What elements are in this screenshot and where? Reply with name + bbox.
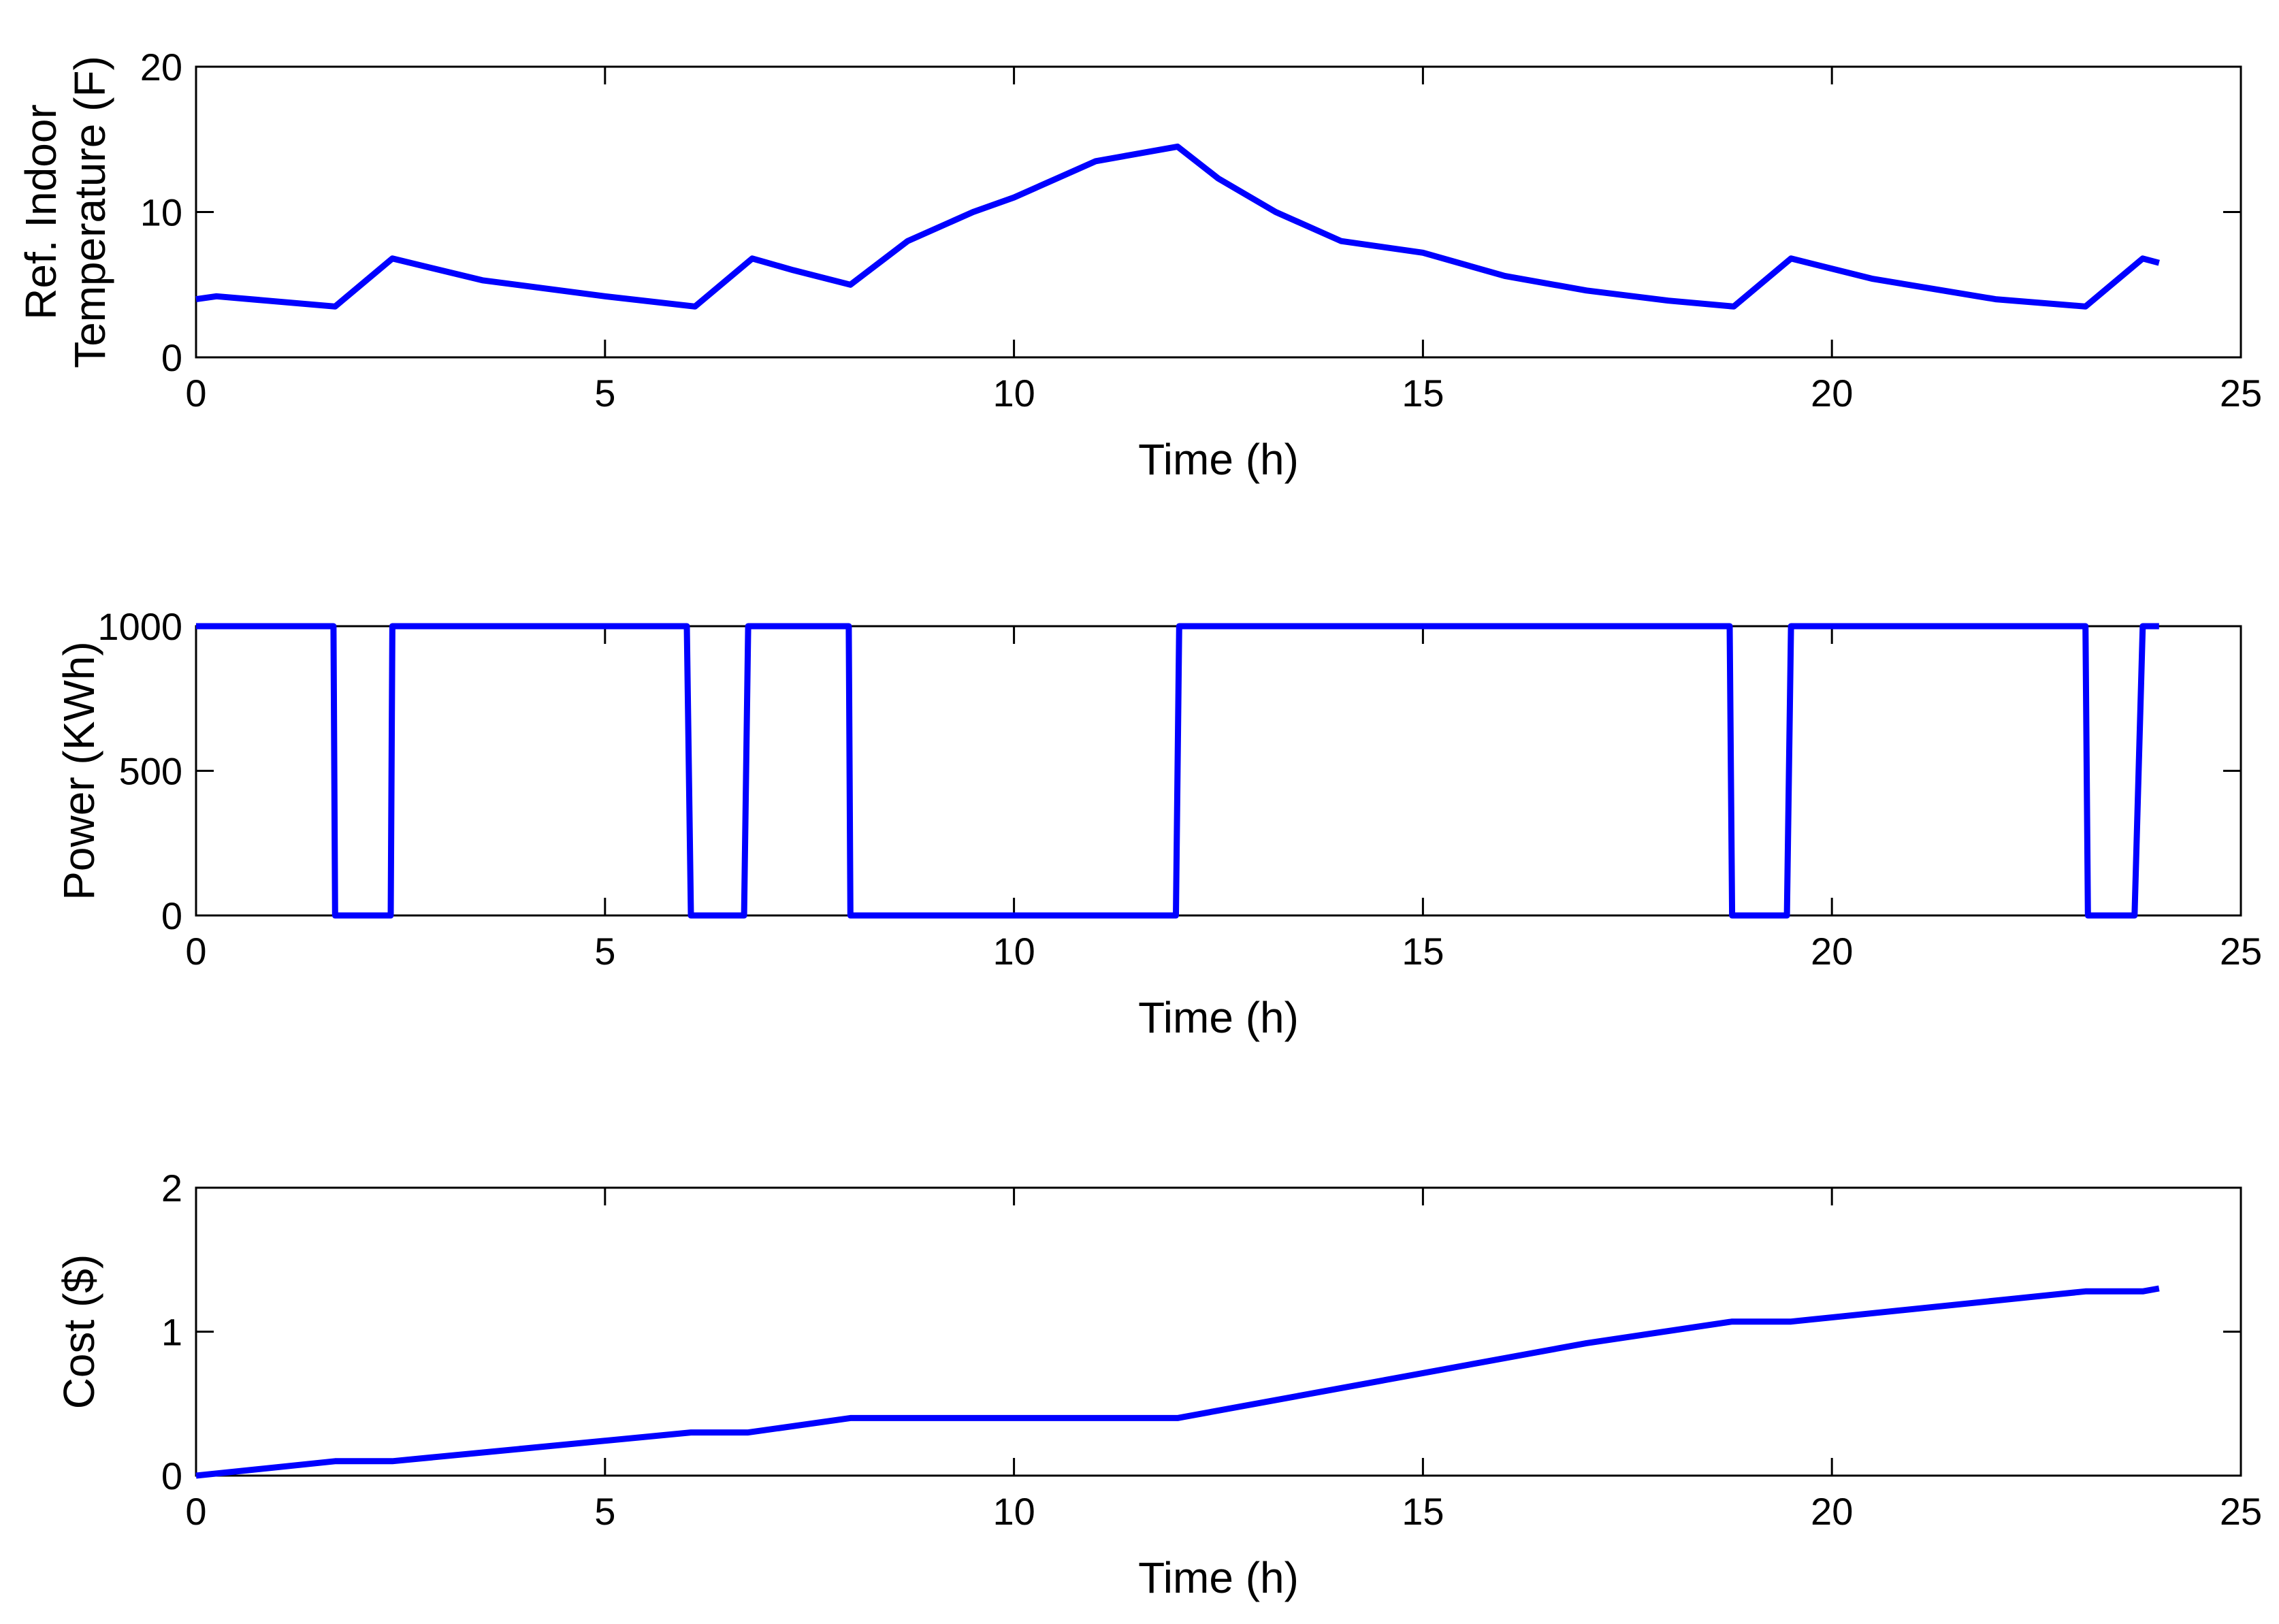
temperature-panel: 0 5 10 15 20 25 0 10 20 Time (h) Ref. Indoor Temper…: [16, 46, 2262, 484]
cost-xtick-label-3: 15: [1402, 1490, 1444, 1533]
power-ylabel-line-0: Power (KWh): [54, 641, 103, 900]
temperature-xtick-label-1: 5: [594, 372, 615, 415]
cost-xtick-label-5: 25: [2220, 1490, 2262, 1533]
power-xtick-label-1: 5: [594, 930, 615, 973]
temperature-series-line-0: [195, 143, 2160, 310]
cost-ytick-label-0: 0: [161, 1455, 182, 1497]
cost-ytick-label-1: 1: [161, 1311, 182, 1354]
power-series-line-0: [196, 623, 2159, 919]
power-ytick-label-0: 0: [161, 894, 182, 937]
cost-axes-box: [195, 1186, 2242, 1477]
power-xtick-label-4: 20: [1811, 930, 1853, 973]
temperature-axes-box: [195, 65, 2242, 359]
power-xtick-label-2: 10: [992, 930, 1035, 973]
power-xtick-label-3: 15: [1402, 930, 1444, 973]
cost-series-line-0: [195, 1285, 2160, 1479]
power-panel: 0 5 10 15 20 25 0 500 1000 Time (h) Power (KWh): [54, 605, 2262, 1042]
cost-ytick-label-2: 2: [161, 1167, 182, 1209]
temperature-xtick-label-3: 15: [1402, 372, 1444, 415]
power-xtick-label-5: 25: [2220, 930, 2262, 973]
power-axes-box: [195, 625, 2242, 917]
temperature-ylabel-line-0: Ref. Indoor: [16, 104, 65, 320]
temperature-xtick-label-5: 25: [2220, 372, 2262, 415]
cost-xlabel: Time (h): [1138, 1553, 1299, 1602]
power-xlabel: Time (h): [1138, 993, 1299, 1042]
cost-ylabel-line-0: Cost ($): [54, 1254, 103, 1410]
cost-xtick-label-1: 5: [594, 1490, 615, 1533]
temperature-xlabel: Time (h): [1138, 435, 1299, 484]
temperature-xtick-label-2: 10: [992, 372, 1035, 415]
temperature-ytick-label-2: 20: [140, 46, 182, 88]
temperature-ytick-label-1: 10: [140, 191, 182, 234]
temperature-xtick-label-4: 20: [1811, 372, 1853, 415]
power-xtick-label-0: 0: [185, 930, 206, 973]
temperature-ytick-label-0: 0: [161, 336, 182, 379]
temperature-ylabel-line-1: Temperature (F): [65, 56, 114, 368]
power-ytick-label-2: 1000: [97, 605, 182, 648]
cost-xtick-label-4: 20: [1811, 1490, 1853, 1533]
cost-xtick-label-0: 0: [185, 1490, 206, 1533]
temperature-xtick-label-0: 0: [185, 372, 206, 415]
cost-panel: 0 5 10 15 20 25 0 1 2 Time (h) Cost ($): [54, 1167, 2262, 1602]
power-ytick-label-1: 500: [119, 750, 182, 793]
cost-xtick-label-2: 10: [992, 1490, 1035, 1533]
